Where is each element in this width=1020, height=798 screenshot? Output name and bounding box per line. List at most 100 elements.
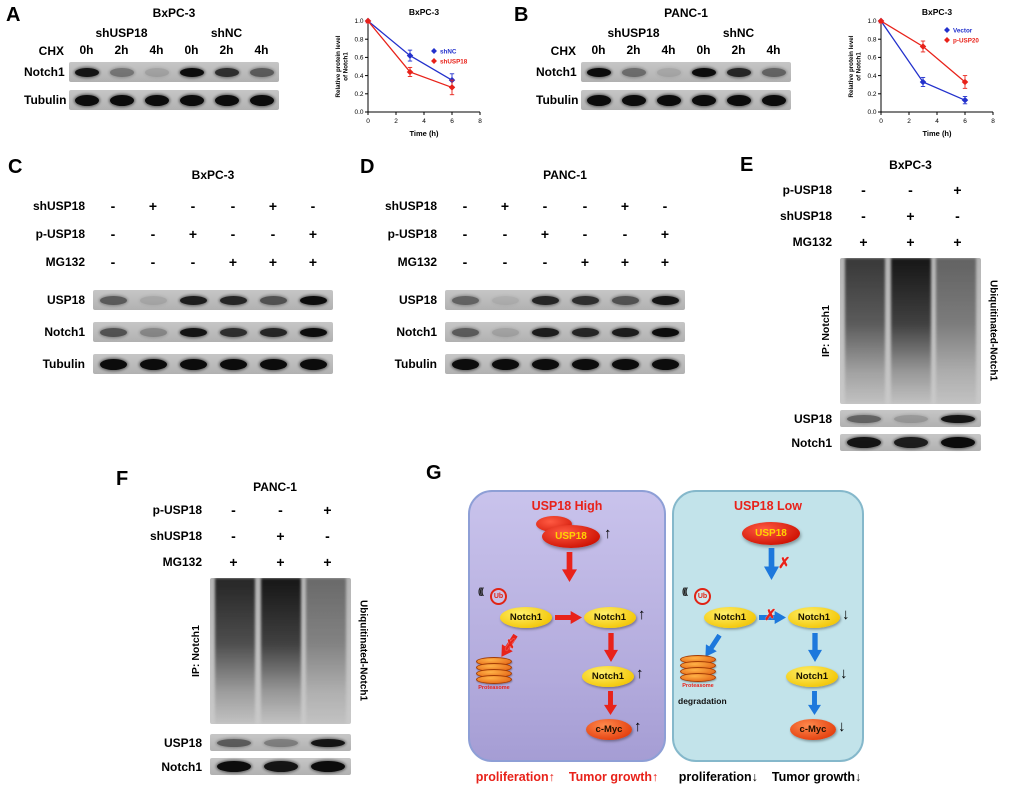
treatment-row: shUSP18 - + - <box>740 208 981 224</box>
panel-f: F PANC-1 p-USP18 - - + shUSP18 - + - MG132 +… <box>110 462 410 794</box>
panel-g-letter: G <box>426 462 442 484</box>
protein-band <box>531 358 559 370</box>
lane-mark: - <box>582 198 588 214</box>
protein-band <box>571 295 599 305</box>
blot-strip-usp18 <box>93 290 333 310</box>
ubiquitin-smear-lane <box>305 578 346 724</box>
blot-strip-notch1 <box>93 322 333 342</box>
treatment-row: p-USP18 - - + <box>110 502 351 518</box>
svg-text:0.4: 0.4 <box>867 73 876 80</box>
lane-mark: + <box>228 254 238 270</box>
svg-text:1.0: 1.0 <box>354 18 363 25</box>
protein-band <box>139 358 167 370</box>
blot-label-usp18: USP18 <box>793 411 832 426</box>
down-indicator: ↓ <box>842 606 850 623</box>
blot-row: USP18 <box>360 290 685 310</box>
protein-band <box>74 67 99 77</box>
panel-c-letter: C <box>8 156 23 178</box>
protein-band <box>621 67 646 77</box>
lane-mark: + <box>276 528 285 544</box>
protein-band <box>846 437 881 448</box>
up-indicator: ↑ <box>636 665 644 682</box>
lane-mark: 2h <box>731 43 746 57</box>
blot-strip-notch1 <box>581 62 791 82</box>
lane-mark: 0h <box>696 43 711 57</box>
notch1-oval: Notch1 <box>786 666 838 687</box>
svg-text:6: 6 <box>450 118 454 125</box>
chart-svg: 0.0 0.2 0.4 0.6 0.8 1.0 0 2 4 6 8 BxPC-3 Time (h) Rel… <box>848 7 995 138</box>
treatment-label-shusp18: shUSP18 <box>149 529 202 543</box>
protein-band <box>214 67 239 77</box>
svg-text:Time (h): Time (h) <box>922 129 952 138</box>
lane-mark: - <box>462 198 468 214</box>
group-label-shusp18: shUSP18 <box>95 26 148 40</box>
blot-strip-notch1 <box>69 62 279 82</box>
treatment-marks: - + - - + - <box>445 198 685 214</box>
ip-notch1-label: IP: Notch1 <box>190 625 202 677</box>
blot-strip-notch1 <box>840 434 981 451</box>
ub-icon: Ub <box>694 588 711 605</box>
tumor-growth-label: Tumor growth↓ <box>771 770 862 784</box>
treatment-row: MG132 - - - + + + <box>8 254 333 270</box>
lane-mark: - <box>582 226 588 242</box>
treatment-label-shusp18: shUSP18 <box>32 199 85 213</box>
protein-band <box>611 295 639 305</box>
protein-band <box>249 94 274 106</box>
blot-label-tubulin: Tubulin <box>394 357 437 371</box>
treatment-marks: - - + <box>840 182 981 198</box>
blot-strip-tubulin <box>581 90 791 110</box>
proteasome-disc <box>680 673 716 682</box>
svg-text:shNC: shNC <box>440 48 457 55</box>
svg-text:2: 2 <box>907 118 911 125</box>
blot-row: USP18 <box>110 734 351 751</box>
svg-text:0.6: 0.6 <box>354 55 363 62</box>
lane-mark: - <box>325 528 330 544</box>
lane-mark: - <box>110 226 116 242</box>
timepoint-row: 0h 2h 4h 0h 2h 4h <box>69 43 279 57</box>
svg-text:0.6: 0.6 <box>867 55 876 62</box>
treatment-marks: - - - + + + <box>93 254 333 270</box>
cmyc-oval: c-Myc <box>790 719 836 740</box>
protein-band <box>691 94 716 106</box>
svg-text:1.0: 1.0 <box>867 18 876 25</box>
protein-band <box>531 295 559 305</box>
timepoint-row: 0h 2h 4h 0h 2h 4h <box>581 43 791 57</box>
protein-band <box>310 738 345 747</box>
lane-mark: + <box>308 254 318 270</box>
protein-band <box>144 94 169 106</box>
blot-label-notch1: Notch1 <box>791 435 832 450</box>
blocked-cross: ✗ <box>764 607 777 624</box>
protein-band <box>761 67 786 77</box>
lane-mark: - <box>150 226 156 242</box>
panel-b-chart: 0.0 0.2 0.4 0.6 0.8 1.0 0 2 4 6 8 BxPC-3 Time (h) Rel… <box>847 6 999 138</box>
svg-text:0: 0 <box>366 118 370 125</box>
panel-a-title: BxPC-3 <box>152 6 196 20</box>
proliferation-label: proliferation↑ <box>475 770 555 784</box>
blot-row: Notch1 <box>8 322 333 342</box>
protein-band <box>109 67 134 77</box>
ip-notch1-label: IP: Notch1 <box>820 305 832 357</box>
treatment-row: p-USP18 - - + - - + <box>8 226 333 242</box>
lane-mark: - <box>110 198 116 214</box>
svg-text:BxPC-3: BxPC-3 <box>922 7 953 17</box>
lane-mark: - <box>270 226 276 242</box>
blot-strip-usp18 <box>445 290 685 310</box>
lane-mark: + <box>953 234 962 250</box>
lane-mark: 0h <box>184 43 199 57</box>
blot-label-tubulin: Tubulin <box>42 357 85 371</box>
panel-d: D PANC-1 shUSP18 - + - - + - p-USP18 - - + - - + M… <box>360 150 700 415</box>
blot-label-notch1: Notch1 <box>24 65 65 79</box>
blot-label-notch1: Notch1 <box>396 325 437 339</box>
blot-row: Notch1 <box>24 62 279 82</box>
ubiquitinated-notch1-label: Ubiquitinated-Notch1 <box>987 280 999 382</box>
high-outcome-footer: proliferation↑ Tumor growth↑ <box>454 770 680 784</box>
blot-label-notch1: Notch1 <box>44 325 85 339</box>
protein-band <box>139 327 167 337</box>
treatment-marks: - - + - - + <box>93 226 333 242</box>
panel-a-chart: 0.0 0.2 0.4 0.6 0.8 1.0 0 2 4 6 8 BxPC-3 Time (h) Rel… <box>334 6 486 138</box>
lane-mark: + <box>906 234 915 250</box>
treatment-label-p-usp18: p-USP18 <box>782 183 832 197</box>
panel-b: B PANC-1 shUSP18 shNC CHX 0h 2h 4h 0h 2h 4h N… <box>512 4 1017 146</box>
lane-mark: - <box>150 254 156 270</box>
treatment-label-p-usp18: p-USP18 <box>152 503 202 517</box>
